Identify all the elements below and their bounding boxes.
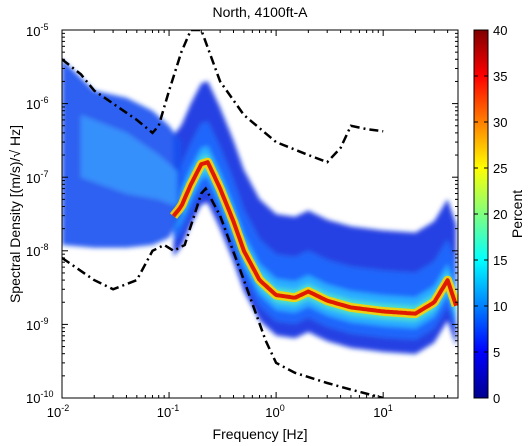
colorbar-tick-label: 15	[493, 253, 507, 268]
density-band-low-core	[80, 115, 178, 207]
y-tick-labels: 10-10 10-9 10-8 10-7 10-6 10-5	[26, 22, 53, 406]
y-tick-label: 10-7	[26, 169, 48, 186]
chart-title: North, 4100ft-A	[213, 4, 309, 20]
y-tick-label: 10-9	[26, 316, 48, 333]
colorbar: 0 5 10 15 20 25 30 35 40 Percent	[473, 23, 525, 406]
colorbar-label: Percent	[509, 190, 525, 238]
y-tick-label: 10-5	[26, 22, 48, 39]
x-tick-label: 101	[373, 403, 392, 420]
colorbar-tick-label: 10	[493, 299, 507, 314]
y-tick-label: 10-6	[26, 95, 48, 112]
plot-area	[62, 30, 458, 398]
colorbar-tick-label: 40	[493, 23, 507, 38]
x-tick-label: 10-2	[47, 403, 69, 420]
y-axis-label: Spectral Density [(m/s)/√ Hz]	[7, 125, 23, 303]
colorbar-ticks	[474, 29, 488, 399]
x-tick-labels: 10-2 10-1 100 101	[47, 403, 393, 420]
x-tick-label: 100	[265, 403, 284, 420]
colorbar-tick-label: 0	[493, 391, 500, 406]
colorbar-tick-label: 5	[493, 345, 500, 360]
colorbar-tick-label: 20	[493, 207, 507, 222]
axis-ticks	[61, 30, 459, 399]
colorbar-tick-label: 25	[493, 161, 507, 176]
density-band	[173, 121, 457, 340]
y-tick-label: 10-10	[26, 389, 53, 406]
y-tick-label: 10-8	[26, 242, 48, 259]
colorbar-tick-label: 30	[493, 115, 507, 130]
noise-model-lines	[62, 30, 384, 398]
colorbar-tick-label: 35	[493, 69, 507, 84]
low-noise-model-line	[62, 186, 384, 398]
x-axis-label: Frequency [Hz]	[213, 426, 308, 442]
x-tick-label: 10-1	[157, 403, 179, 420]
ridge-core	[171, 160, 458, 316]
mode-ridge	[169, 157, 458, 319]
